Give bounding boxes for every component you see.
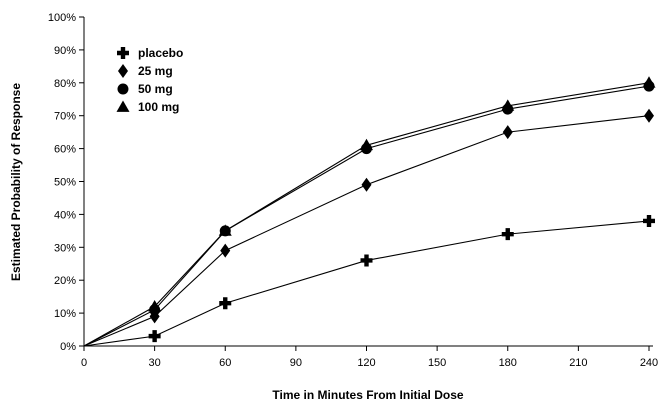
series-line-100-mg xyxy=(83,82,650,347)
data-point-placebo xyxy=(360,254,373,267)
legend-label-placebo: placebo xyxy=(138,46,183,60)
y-tick-label: 60% xyxy=(54,144,76,156)
data-point-placebo xyxy=(219,297,232,310)
x-tick-label: 0 xyxy=(81,357,87,369)
y-tick-label: 30% xyxy=(54,242,76,254)
x-axis-title: Time in Minutes From Initial Dose xyxy=(272,388,463,402)
data-point-100-mg xyxy=(642,76,656,88)
series-line-50-mg xyxy=(83,85,650,347)
data-point-placebo xyxy=(148,330,161,343)
x-tick-label: 120 xyxy=(357,357,375,369)
data-point-100-mg xyxy=(360,138,373,151)
data-point-100-mg xyxy=(218,224,232,236)
x-tick-label: 30 xyxy=(149,357,161,369)
data-point-25-mg xyxy=(502,125,513,140)
y-tick-label: 50% xyxy=(54,177,76,189)
legend-marker-100-mg xyxy=(116,100,130,112)
data-point-100-mg xyxy=(148,300,162,312)
x-tick-label: 210 xyxy=(569,357,587,369)
y-tick-label: 90% xyxy=(54,45,76,57)
y-tick-label: 10% xyxy=(54,308,76,320)
legend-marker-50-mg xyxy=(117,83,129,95)
series-line-25-mg xyxy=(83,115,650,347)
legend-label-25-mg: 25 mg xyxy=(138,64,173,78)
y-tick-label: 40% xyxy=(54,209,76,221)
data-point-25-mg xyxy=(220,243,231,258)
legend: placebo 25 mg 50 mg 100 mg xyxy=(116,46,183,114)
legend-marker-25-mg xyxy=(118,64,128,78)
legend-label-50-mg: 50 mg xyxy=(138,82,173,96)
data-point-placebo xyxy=(643,214,655,227)
data-point-25-mg xyxy=(361,177,372,192)
legend-label-100-mg: 100 mg xyxy=(138,100,179,114)
y-tick-label: 20% xyxy=(54,275,76,287)
y-tick-label: 100% xyxy=(48,12,76,24)
x-tick-label: 240 xyxy=(640,357,658,369)
data-point-100-mg xyxy=(501,99,515,111)
data-point-25-mg xyxy=(644,108,654,123)
series-markers xyxy=(148,76,656,343)
x-tick-label: 60 xyxy=(219,357,231,369)
y-axis-ticks: 0% 10% 20% 30% 40% 50% 60% 70% 80% 90% 100% xyxy=(48,12,84,353)
x-tick-label: 90 xyxy=(290,357,302,369)
x-tick-label: 150 xyxy=(428,357,446,369)
legend-marker-placebo xyxy=(117,47,129,59)
data-point-placebo xyxy=(501,228,514,241)
y-tick-label: 70% xyxy=(54,111,76,123)
series-lines xyxy=(83,82,650,347)
x-tick-label: 180 xyxy=(499,357,517,369)
y-tick-label: 0% xyxy=(60,341,76,353)
y-tick-label: 80% xyxy=(54,78,76,90)
y-axis-title: Estimated Probability of Response xyxy=(9,83,23,281)
series-line-placebo xyxy=(83,220,650,347)
x-axis-ticks: 0 30 60 90 120 150 180 210 240 xyxy=(81,346,658,369)
